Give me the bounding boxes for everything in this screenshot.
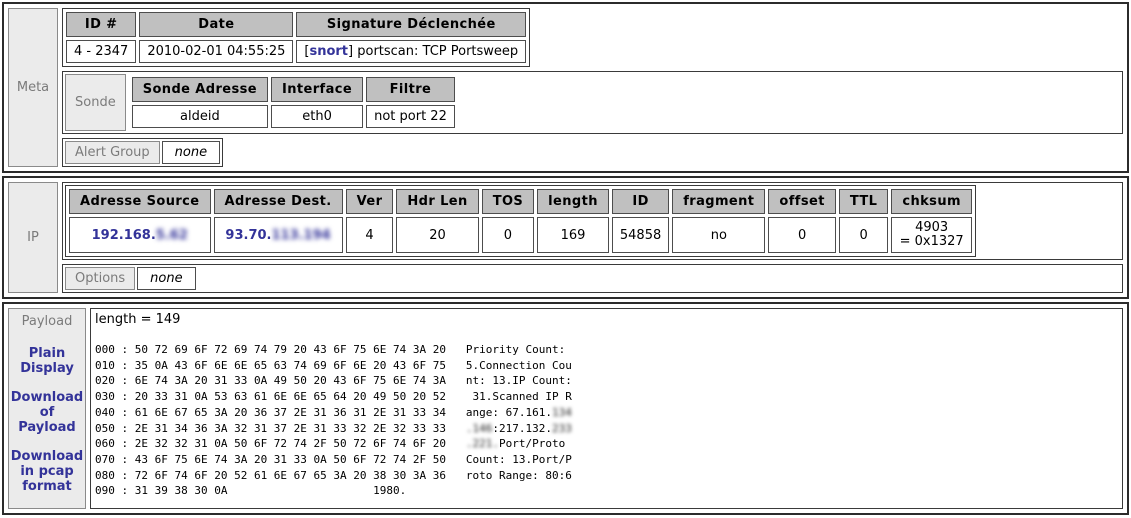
- alert-date-value: 2010-02-01 04:55:25: [139, 40, 294, 63]
- header-hdr-len: Hdr Len: [396, 189, 479, 214]
- sonde-label: Sonde: [65, 74, 126, 131]
- ip-fragment-value: no: [672, 217, 766, 253]
- header-offset: offset: [768, 189, 836, 214]
- hexdump-row: 020 : 6E 74 3A 20 31 33 0A 49 50 20 43 6…: [95, 374, 572, 388]
- ip-options-label: Options: [65, 267, 136, 290]
- ip-section: IP Adresse Source Adresse Dest. Ver Hdr …: [2, 176, 1129, 299]
- header-ip-id: ID: [611, 189, 670, 214]
- hexdump-row: 070 : 43 6F 75 6E 74 3A 20 31 33 0A 50 6…: [95, 452, 572, 466]
- alert-signature-value: [snort] portscan: TCP Portsweep: [296, 40, 527, 63]
- hexdump-row: 060 : 2E 32 32 31 0A 50 6F 72 74 2F 50 7…: [95, 437, 572, 451]
- source-address-cell: 192.168.5.62: [69, 217, 211, 253]
- sonde-header-row: Sonde Adresse Interface Filtre: [131, 77, 455, 102]
- hexdump-row: 050 : 2E 31 34 36 3A 32 31 37 2E 31 33 3…: [95, 421, 572, 435]
- payload-hexdump: 000 : 50 72 69 6F 72 69 74 79 20 43 6F 7…: [95, 342, 1118, 499]
- alert-group-box: Alert Group none: [62, 138, 224, 167]
- alert-id-value: 4 - 2347: [66, 40, 137, 63]
- header-date: Date: [139, 12, 294, 37]
- alert-meta-table: ID # Date Signature Déclenchée 4 - 2347 …: [62, 8, 531, 67]
- signature-bracket-open: [: [304, 44, 310, 59]
- ip-header-table: Adresse Source Adresse Dest. Ver Hdr Len…: [65, 185, 976, 257]
- header-filter: Filtre: [366, 77, 455, 102]
- payload-length: length = 149: [95, 312, 181, 327]
- download-payload-link[interactable]: Download of Payload: [10, 390, 84, 435]
- header-source-address: Adresse Source: [69, 189, 211, 214]
- chksum-line1: 4903: [915, 220, 949, 235]
- ip-chksum-value: 4903 = 0x1327: [891, 217, 972, 253]
- header-chksum: chksum: [891, 189, 972, 214]
- sonde-box: Sonde Sonde Adresse Interface Filtre ald…: [62, 71, 1123, 134]
- hexdump-row: 000 : 50 72 69 6F 72 69 74 79 20 43 6F 7…: [95, 343, 572, 356]
- meta-section: Meta ID # Date Signature Déclenchée 4 - …: [2, 2, 1129, 173]
- sonde-interface-value: eth0: [271, 105, 364, 128]
- ip-offset-value: 0: [768, 217, 836, 253]
- hexdump-row: 040 : 61 6E 67 65 3A 20 36 37 2E 31 36 3…: [95, 405, 572, 419]
- header-signature: Signature Déclenchée: [296, 12, 527, 37]
- sonde-filter-value: not port 22: [366, 105, 455, 128]
- header-sonde-address: Sonde Adresse: [131, 77, 268, 102]
- hexdump-row: 030 : 20 33 31 0A 53 63 61 6E 6E 65 64 2…: [95, 390, 572, 404]
- ip-header-row: Adresse Source Adresse Dest. Ver Hdr Len…: [69, 189, 972, 214]
- signature-text: ] portscan: TCP Portsweep: [348, 44, 519, 59]
- alert-meta-value-row: 4 - 2347 2010-02-01 04:55:25 [snort] por…: [66, 40, 527, 63]
- dest-address-link[interactable]: 93.70.113.194: [225, 228, 330, 243]
- ip-content: Adresse Source Adresse Dest. Ver Hdr Len…: [62, 182, 1123, 293]
- header-length: length: [537, 189, 609, 214]
- snort-signature-link[interactable]: snort: [309, 44, 349, 59]
- alert-group-label: Alert Group: [65, 141, 160, 164]
- ip-hdr-len-value: 20: [396, 217, 479, 253]
- ip-table-box: Adresse Source Adresse Dest. Ver Hdr Len…: [62, 182, 1123, 260]
- hexdump-row: 090 : 31 39 38 30 0A 1980.: [95, 484, 407, 498]
- dest-address-visible: 93.70.: [225, 227, 272, 243]
- sonde-value-row: aldeid eth0 not port 22: [131, 105, 455, 128]
- source-address-blurred: 5.62: [155, 227, 188, 243]
- ip-id-value: 54858: [611, 217, 670, 253]
- header-dest-address: Adresse Dest.: [213, 189, 343, 214]
- sonde-table: Sonde Adresse Interface Filtre aldeid et…: [129, 74, 458, 131]
- source-address-link[interactable]: 192.168.5.62: [92, 228, 188, 243]
- header-ttl: TTL: [838, 189, 889, 214]
- source-address-visible: 192.168.: [91, 227, 156, 243]
- ip-value-row: 192.168.5.62 93.70.113.194 4 20 0 169 54…: [69, 217, 972, 253]
- ip-section-label: IP: [8, 182, 58, 293]
- meta-content: ID # Date Signature Déclenchée 4 - 2347 …: [62, 8, 1123, 167]
- download-pcap-link[interactable]: Download in pcap format: [10, 449, 84, 494]
- meta-section-label: Meta: [8, 8, 58, 167]
- ip-ttl-value: 0: [838, 217, 889, 253]
- hexdump-row: 010 : 35 0A 43 6F 6E 6E 65 63 74 69 6F 6…: [95, 358, 572, 372]
- alert-group-value: none: [161, 141, 221, 164]
- payload-content-box: length = 149 000 : 50 72 69 6F 72 69 74 …: [90, 308, 1123, 509]
- ip-length-value: 169: [537, 217, 609, 253]
- plain-display-link[interactable]: Plain Display: [20, 346, 74, 376]
- alert-meta-header-row: ID # Date Signature Déclenchée: [66, 12, 527, 37]
- ip-options-value: none: [137, 267, 196, 290]
- ip-version-value: 4: [345, 217, 394, 253]
- header-version: Ver: [345, 189, 394, 214]
- chksum-line2: = 0x1327: [899, 234, 964, 249]
- dest-address-cell: 93.70.113.194: [213, 217, 343, 253]
- sonde-address-value: aldeid: [131, 105, 268, 128]
- payload-sidebar: Payload Plain Display Download of Payloa…: [8, 308, 86, 509]
- dest-address-blurred: 113.194: [271, 227, 331, 243]
- header-tos: TOS: [481, 189, 535, 214]
- ip-options-box: Options none: [62, 264, 1123, 293]
- header-fragment: fragment: [672, 189, 766, 214]
- payload-section-label: Payload: [21, 314, 73, 329]
- payload-section: Payload Plain Display Download of Payloa…: [2, 302, 1129, 515]
- hexdump-row: 080 : 72 6F 74 6F 20 52 61 6E 67 65 3A 2…: [95, 468, 572, 482]
- header-alert-id: ID #: [66, 12, 137, 37]
- ip-tos-value: 0: [481, 217, 535, 253]
- header-interface: Interface: [271, 77, 364, 102]
